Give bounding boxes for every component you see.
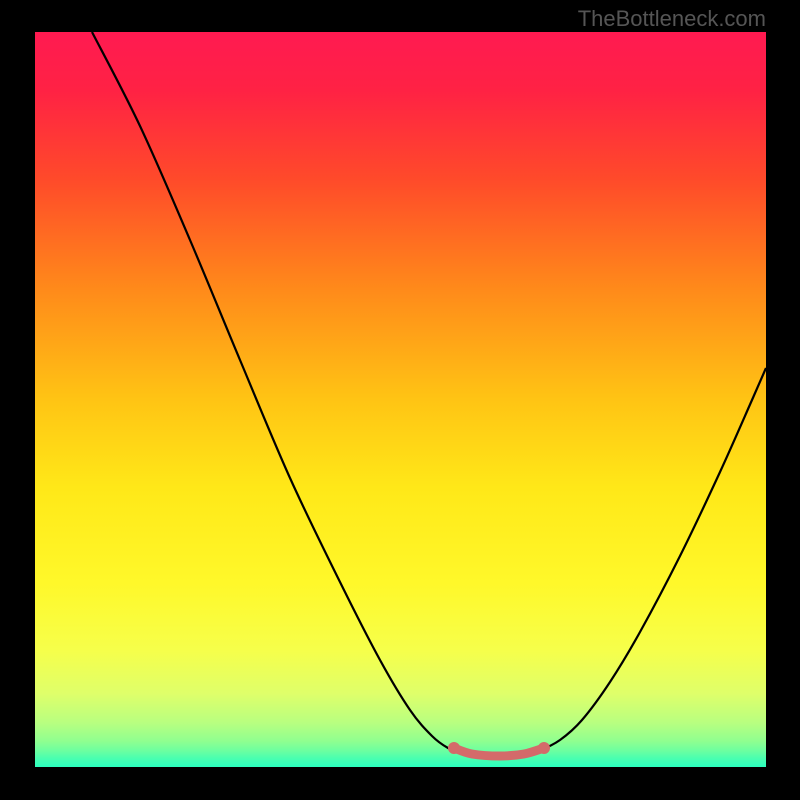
chart-stage: TheBottleneck.com bbox=[0, 0, 800, 800]
optimum-endpoint-left bbox=[448, 742, 460, 754]
bottleneck-curve bbox=[92, 32, 766, 755]
curve-overlay-svg bbox=[0, 0, 800, 800]
optimum-endpoint-right bbox=[538, 742, 550, 754]
watermark-text: TheBottleneck.com bbox=[578, 6, 766, 32]
optimum-highlight-segment bbox=[454, 748, 544, 756]
